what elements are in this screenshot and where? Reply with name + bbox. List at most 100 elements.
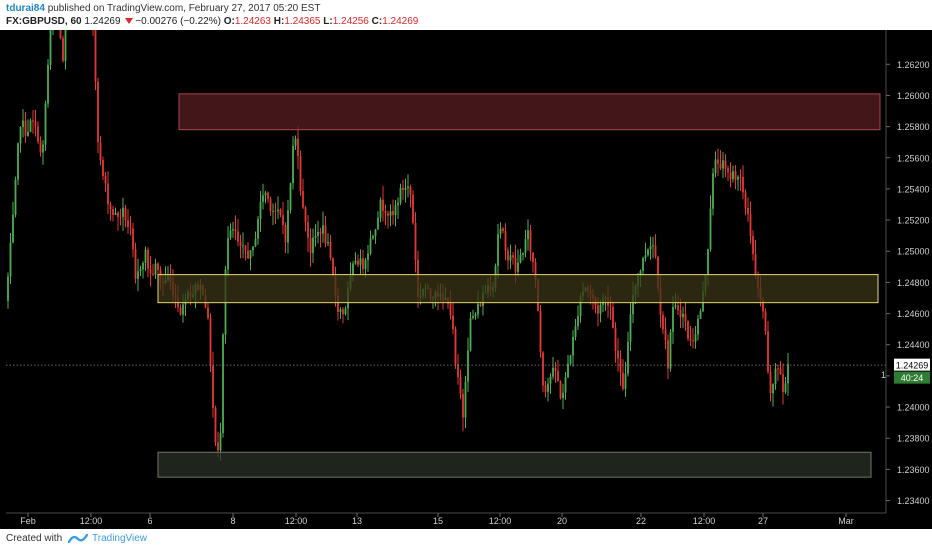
candle-body [699,311,702,319]
demand-zone[interactable] [157,451,872,478]
candle-body [682,313,684,318]
candle-body [467,350,469,382]
candle-body [597,305,599,314]
candle-body [209,317,212,366]
candle-body [39,141,42,153]
candle-body [747,207,749,215]
candle-body [729,172,732,180]
candle-body [299,156,302,192]
candle-body [374,229,377,236]
candle-body [732,171,734,180]
published-text: published on TradingView.com, February 2… [47,3,321,14]
candle-body [307,222,309,238]
candle-body [59,30,62,39]
candle-body [777,368,779,370]
candle-body [379,199,382,218]
candle-body [359,258,362,265]
close-label: C: [371,16,383,27]
current-price-label: 1.24269 [896,361,929,371]
y-tick-label: 1.26000 [897,91,930,101]
y-tick-label: 1.24600 [897,309,930,319]
candle-body [242,245,244,247]
candle-body [137,271,139,279]
candle-body [504,231,507,251]
candle-body [524,239,527,253]
candle-body [244,245,247,251]
candle-body [122,207,124,218]
candle-body [477,304,479,315]
candle-body [629,314,632,342]
pivot-zone[interactable] [157,274,879,304]
candle-body [24,120,27,136]
close-value: 1.24269 [382,16,419,27]
candle-body [234,229,237,232]
candle-body [339,309,342,312]
price-change: −0.00276 (−0.22%) [135,16,221,27]
candle-body [787,363,789,384]
candle-body [469,317,472,351]
candle-body [707,249,709,275]
current-price-tag [894,358,930,371]
candle-body [389,211,392,216]
candle-body [627,341,629,374]
candle-body [709,208,712,250]
candle-body [554,367,557,372]
author-link[interactable]: tdurai84 [6,3,45,14]
publish-line: tdurai84 published on TradingView.com, F… [6,3,320,14]
candle-body [304,207,307,223]
candle-body [579,295,582,317]
last-price: 1.24269 [84,16,121,27]
tradingview-link[interactable]: TradingView [92,533,148,544]
price-chart[interactable]: 1.26200 1.26000 1.25800 1.25600 1.25400 1.252… [0,30,932,529]
candle-body [564,377,567,393]
candle-body [64,30,67,61]
candle-body [612,306,614,329]
candle-body [394,205,397,216]
x-tick-label: 8 [230,516,235,526]
candle-body [344,308,347,315]
candle-body [354,260,357,264]
candle-body [147,249,149,269]
candle-body [512,255,514,258]
candle-body [12,214,14,243]
candle-body [552,367,554,377]
x-tick-label: 12:00 [80,516,103,526]
candle-body [332,258,334,277]
candle-body [322,225,324,234]
candle-body [534,262,537,281]
candle-body [562,392,564,399]
candle-body [239,241,242,247]
candle-body [254,238,257,247]
candle-body [499,228,502,235]
candle-body [97,81,99,143]
candle-body [744,192,747,208]
candle-body [689,338,692,341]
candle-body [672,307,674,332]
candle-body [34,121,37,127]
symbol-label: FX:GBPUSD, 60 [6,16,82,27]
candle-body [472,316,474,318]
candle-body [404,188,407,191]
candle-body [722,160,724,169]
high-label: H: [273,16,285,27]
x-tick-label: Mar [838,516,854,526]
candle-body [217,442,219,451]
candle-body [677,305,679,310]
y-tick-label: 1.24000 [897,403,930,413]
candle-body [372,235,374,239]
candle-body [522,252,524,255]
candle-body [574,326,577,337]
candle-body [474,314,477,317]
candle-body [237,231,239,242]
down-arrow-icon [125,18,134,25]
candle-body [112,209,114,215]
candle-body [102,160,104,176]
tradingview-logo-icon[interactable] [68,532,88,545]
candle-body [687,321,689,339]
candle-body [117,212,119,217]
candle-body [617,350,619,359]
supply-zone[interactable] [178,93,881,131]
candle-body [19,127,22,144]
y-tick-label: 1.25200 [897,216,930,226]
open-label: O: [223,16,235,27]
